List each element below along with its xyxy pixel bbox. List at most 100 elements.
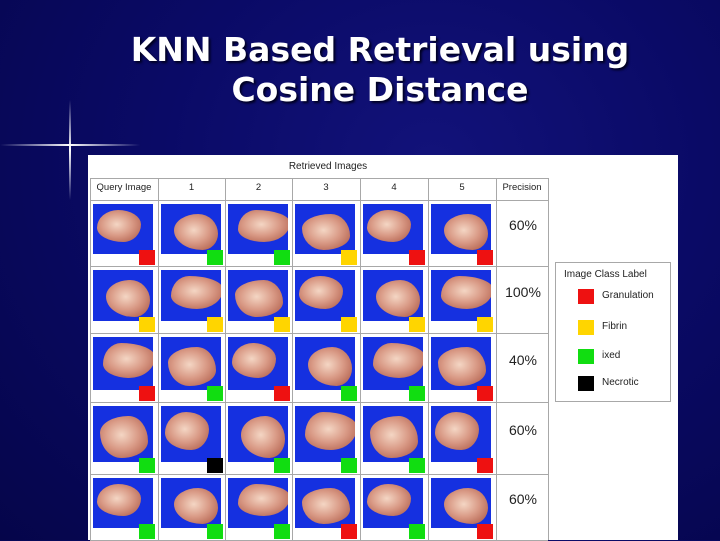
table-rule xyxy=(90,333,548,334)
column-header: Precision xyxy=(502,182,542,193)
retrieved-image-cell xyxy=(293,403,359,473)
wound-tissue xyxy=(174,214,218,250)
sparkle-decoration-vertical xyxy=(69,100,71,200)
precision-value: 60% xyxy=(508,217,538,233)
class-label-tag xyxy=(207,386,223,401)
retrieved-image-cell xyxy=(159,475,225,539)
retrieved-image-cell xyxy=(361,201,427,265)
wound-image xyxy=(161,204,221,254)
wound-image xyxy=(93,478,153,528)
wound-tissue xyxy=(238,210,288,242)
wound-image xyxy=(228,204,288,254)
wound-tissue xyxy=(165,412,209,450)
wound-tissue xyxy=(299,276,343,309)
legend-label: ixed xyxy=(602,350,621,361)
wound-tissue xyxy=(438,347,486,386)
retrieved-image-cell xyxy=(159,267,225,332)
class-label-tag xyxy=(477,386,493,401)
wound-tissue xyxy=(171,276,221,309)
wound-image xyxy=(431,204,491,254)
column-header: 5 xyxy=(459,182,465,193)
retrieved-image-cell xyxy=(226,334,292,401)
precision-value: 40% xyxy=(508,351,538,368)
precision-value: 60% xyxy=(508,422,538,438)
retrieved-image-cell xyxy=(429,403,495,473)
table-rule xyxy=(548,178,549,540)
wound-image xyxy=(228,270,288,321)
retrieved-image-cell xyxy=(293,201,359,265)
class-label-tag xyxy=(477,458,493,473)
class-label-tag xyxy=(409,317,425,332)
class-label-tag xyxy=(477,317,493,332)
class-label-tag xyxy=(139,386,155,401)
class-label-tag xyxy=(139,317,155,332)
retrieved-image-cell xyxy=(429,201,495,265)
class-label-tag xyxy=(139,524,155,539)
table-rule xyxy=(360,178,361,540)
class-label-tag xyxy=(207,317,223,332)
table-rule xyxy=(90,178,548,179)
wound-tissue xyxy=(232,343,276,378)
query-image-cell xyxy=(91,403,157,473)
retrieved-image-cell xyxy=(361,475,427,539)
class-label-tag xyxy=(341,386,357,401)
wound-tissue xyxy=(174,488,218,524)
retrieved-image-cell xyxy=(159,334,225,401)
wound-tissue xyxy=(435,412,479,450)
class-label-tag xyxy=(139,250,155,265)
column-header: 2 xyxy=(255,182,262,193)
class-label-tag xyxy=(274,524,290,539)
precision-value: 60% xyxy=(508,491,538,507)
wound-tissue xyxy=(367,210,411,242)
wound-image xyxy=(161,337,221,390)
column-header: Query Image xyxy=(96,182,152,193)
precision-value: 100% xyxy=(505,283,541,300)
retrieved-image-cell xyxy=(293,334,359,401)
table-rule xyxy=(225,178,226,540)
wound-image xyxy=(363,478,423,528)
class-label-tag xyxy=(341,317,357,332)
class-label-tag xyxy=(274,250,290,265)
legend-label: Granulation xyxy=(602,290,654,301)
class-label-tag xyxy=(409,524,425,539)
legend-label: Necrotic xyxy=(602,377,639,388)
column-header: 1 xyxy=(188,182,195,193)
wound-tissue xyxy=(168,347,216,386)
wound-image xyxy=(363,204,423,254)
wound-image xyxy=(431,478,491,528)
legend-label: Fibrin xyxy=(602,321,628,332)
retrieved-image-cell xyxy=(293,475,359,539)
retrieved-image-cell xyxy=(159,403,225,473)
retrieved-image-cell xyxy=(429,475,495,539)
class-label-tag xyxy=(477,524,493,539)
wound-tissue xyxy=(103,343,153,378)
column-header: 4 xyxy=(391,182,397,193)
wound-tissue xyxy=(367,484,411,516)
wound-image xyxy=(295,337,355,390)
wound-image xyxy=(295,204,355,254)
retrieved-image-cell xyxy=(293,267,359,332)
wound-tissue xyxy=(444,214,488,250)
wound-image xyxy=(161,270,221,321)
wound-tissue xyxy=(238,484,288,516)
legend-swatch xyxy=(578,320,594,335)
query-image-cell xyxy=(91,475,157,539)
retrieval-table: Query Image 1 2 3 4 5 Precision 60% 100% 40% 60% 60… xyxy=(90,178,550,541)
wound-image xyxy=(431,337,491,390)
legend-swatch xyxy=(578,376,594,391)
wound-tissue xyxy=(441,276,491,309)
wound-image xyxy=(161,406,221,462)
class-label-tag xyxy=(274,386,290,401)
retrieved-image-cell xyxy=(226,201,292,265)
class-label-tag xyxy=(207,524,223,539)
wound-tissue xyxy=(235,280,283,317)
wound-image xyxy=(363,270,423,321)
retrieved-image-cell xyxy=(159,201,225,265)
wound-tissue xyxy=(373,343,423,378)
wound-tissue xyxy=(241,416,285,458)
table-rule xyxy=(90,402,548,403)
wound-image xyxy=(228,478,288,528)
class-label-tag xyxy=(409,250,425,265)
wound-tissue xyxy=(106,280,150,317)
class-label-tag xyxy=(341,524,357,539)
